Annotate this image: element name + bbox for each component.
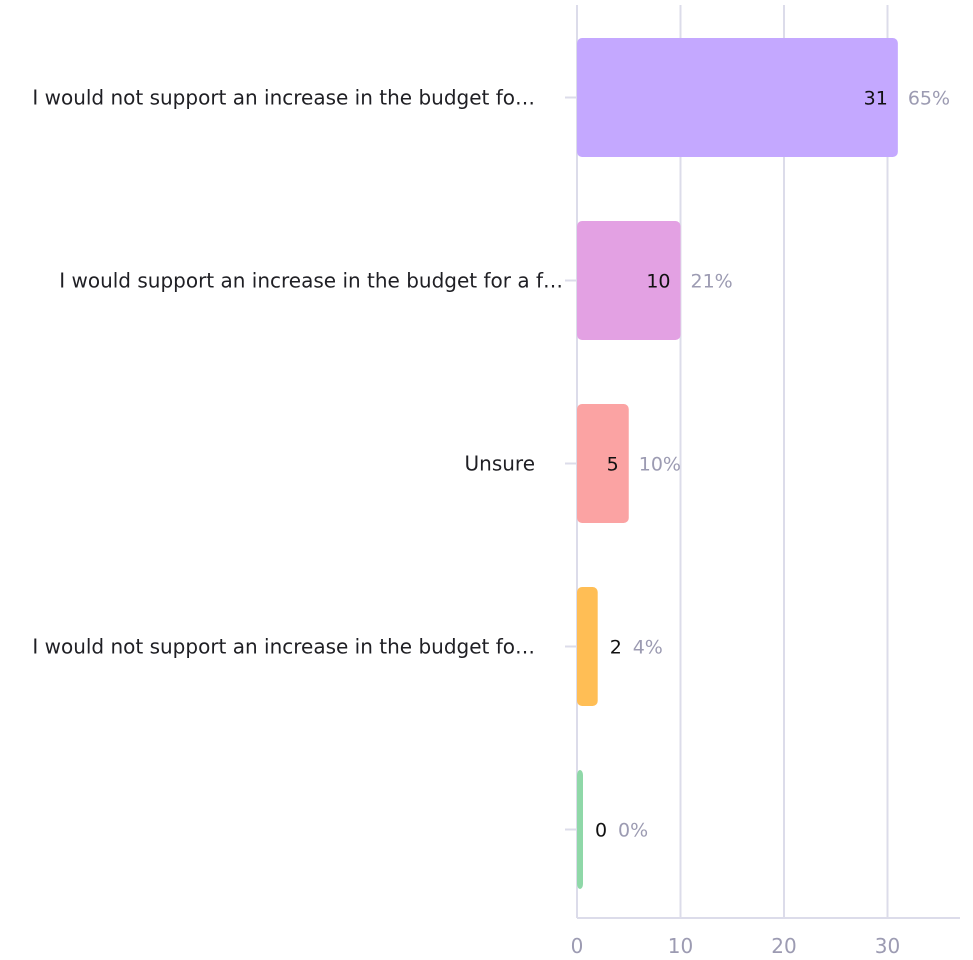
- value-label: 5: [607, 454, 619, 476]
- category-label: I would not support an increase in the b…: [32, 635, 535, 659]
- percent-label: 10%: [639, 454, 681, 476]
- x-tick-label: 0: [571, 934, 584, 958]
- bar-0: [577, 38, 898, 157]
- labels: I would not support an increase in the b…: [32, 86, 950, 842]
- percent-label: 65%: [908, 88, 950, 110]
- bar-2: [577, 404, 629, 523]
- bars: [577, 38, 898, 889]
- x-tick-label: 30: [875, 934, 900, 958]
- x-axis-ticks: 0 10 20 30: [571, 934, 901, 958]
- bar-4: [577, 770, 583, 889]
- value-label: 31: [864, 88, 888, 110]
- value-label: 0: [595, 820, 607, 842]
- percent-label: 4%: [633, 637, 663, 659]
- category-label: I would not support an increase in the b…: [32, 86, 535, 110]
- category-label: Unsure: [465, 452, 536, 476]
- bar-3: [577, 587, 598, 706]
- value-label: 2: [610, 637, 622, 659]
- category-label: I would support an increase in the budge…: [59, 269, 563, 293]
- x-tick-label: 20: [771, 934, 796, 958]
- percent-label: 0%: [618, 820, 648, 842]
- x-tick-label: 10: [668, 934, 693, 958]
- value-label: 10: [646, 271, 670, 293]
- percent-label: 21%: [691, 271, 733, 293]
